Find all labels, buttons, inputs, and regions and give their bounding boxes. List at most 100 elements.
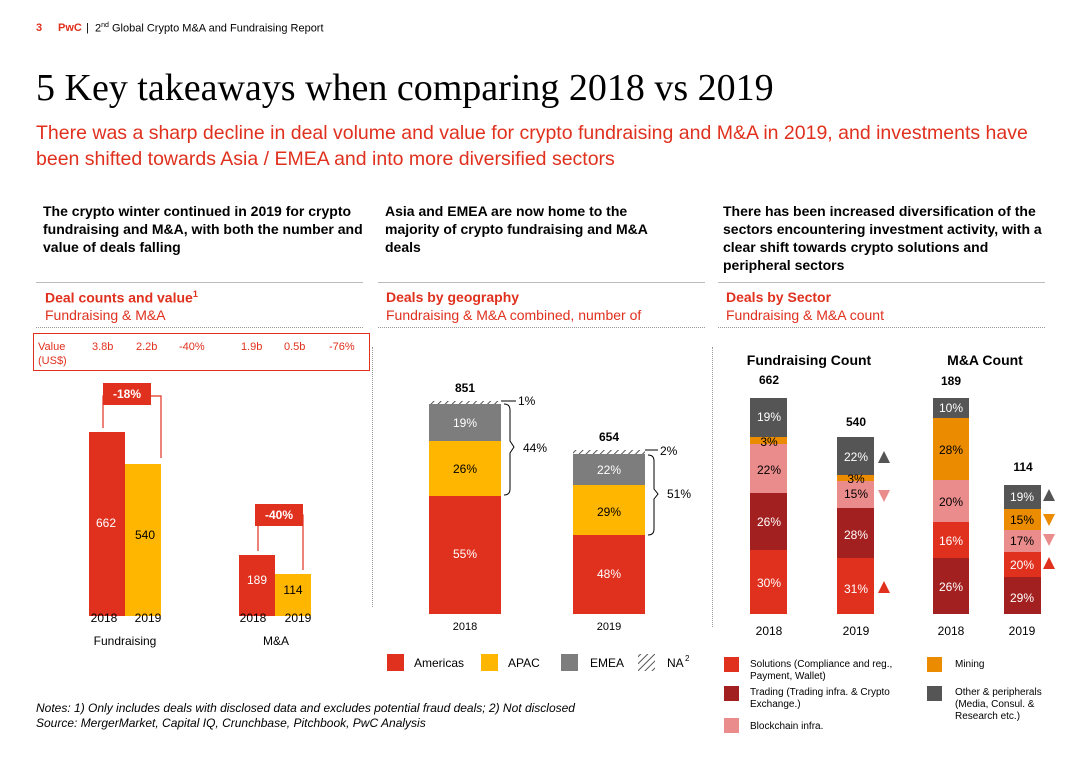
section-3-title: Deals by Sector [726,289,832,305]
bar-na-2019 [573,450,645,454]
bar-emea-2018 [429,404,501,441]
legend-swatch-na [638,654,655,671]
total-ma-2019: 114 [1013,460,1033,474]
bar-fundraising-2018 [89,432,125,616]
bar-fr-mining-2018 [750,437,787,444]
ma-trading-2019: 29% [1010,591,1034,605]
value-fundraising-change: -40% [179,341,205,353]
column-1-divider [36,282,363,283]
trend-up-fr-solutions [878,581,890,593]
section-2-title: Deals by geography [386,289,520,305]
legend-trading: Trading (Trading infra. & Crypto Exchang… [750,687,890,710]
legend-apac: APAC [508,656,540,670]
legend-emea: EMEA [590,656,624,670]
xlabel-fundraising-2019: 2019 [135,611,162,625]
trend-up-ma-solutions [1043,557,1055,569]
legend-swatch-emea [561,654,578,671]
xlabel-fr-2019: 2019 [843,624,870,638]
trend-down-ma-mining [1043,514,1055,526]
geo-apac-2019: 29% [597,505,621,519]
xlabel-fundraising-2018: 2018 [91,611,118,625]
report-title: 2nd Global Crypto M&A and Fundraising Re… [95,22,324,35]
total-fr-2019: 540 [846,415,866,429]
page-number: 3 [36,22,43,34]
value-unit-label: (US$) [38,355,67,367]
geo-na-2019: 2% [660,444,678,458]
section-1-subtitle: Fundraising & M&A [45,307,166,323]
ma-solutions-2018: 16% [939,534,963,548]
legend-mining: Mining [955,659,985,670]
bar-ma-solutions-2018 [933,522,969,558]
bracket-geo-2019 [647,454,659,536]
legend-swatch-blockchain [724,718,739,733]
geo-emea-2019: 22% [597,463,621,477]
total-geo-2019: 654 [599,430,619,444]
bar-fundraising-2019 [125,464,161,616]
xlabel-ma-sector-2018: 2018 [938,624,965,638]
bar-ma-mining-2018 [933,418,969,480]
deal-count-chart: 662 540 -18% 189 114 -40% 2018 2019 2018… [89,383,312,648]
change-badge-fundraising [103,383,151,405]
xlabel-geo-2019: 2019 [597,621,621,633]
bar-ma-solutions-2019 [1004,552,1041,577]
bracket-geo-2018 [503,403,515,496]
fr-trading-2019: 28% [844,528,868,542]
bar-americas-2018 [429,496,501,614]
ma-count-title: M&A Count [947,352,1023,368]
vertical-divider-2 [712,347,713,627]
bar-ma-trading-2018 [933,558,969,614]
page-subtitle: There was a sharp decline in deal volume… [36,122,1028,170]
bar-apac-2018 [429,441,501,496]
source-note: Source: MergerMarket, Capital IQ, Crunch… [36,716,426,730]
section-2-subtitle: Fundraising & M&A combined, number of [386,307,642,323]
legend-swatch-mining [927,657,942,672]
bar-ma-2018 [239,555,275,616]
bar-emea-2019 [573,454,645,485]
header-separator: | [86,22,89,34]
bar-fr-trading-2018 [750,493,787,550]
bar-ma-other-2018 [933,398,969,418]
column-2-heading: Asia and EMEA are now home to the majori… [385,203,648,255]
page-title: 5 Key takeaways when comparing 2018 vs 2… [36,67,774,109]
legend-swatch-trading [724,686,739,701]
bar-fr-trading-2019 [837,508,874,558]
fundraising-sector-chart: Fundraising Count 662 19% 3% 22% 26% 30%… [747,352,890,638]
section-3-subtitle: Fundraising & M&A count [726,307,884,323]
bracket-value-2018: 44% [523,441,547,455]
geo-apac-2018: 26% [453,462,477,476]
column-3-divider [718,282,1045,283]
ma-sector-chart: M&A Count 189 10% 28% 20% 16% 26% 114 19… [933,352,1055,638]
bar-na-2018 [429,401,501,404]
bar-ma-blockchain-2018 [933,480,969,522]
geo-na-2018: 1% [518,394,536,408]
legend-swatch-americas [387,654,404,671]
legend-swatch-solutions [724,657,739,672]
value-label: Value [38,341,66,353]
geo-americas-2018: 55% [453,547,477,561]
bar-ma-mining-2019 [1004,509,1041,530]
change-badge-ma [255,504,303,526]
fr-other-2018: 19% [757,410,781,424]
ma-blockchain-2019: 17% [1010,534,1034,548]
value-ma-2018: 1.9b [241,341,263,353]
bar-ma-blockchain-2019 [1004,530,1041,552]
label-fundraising-2018: 662 [96,516,116,530]
fr-mining-2019: 3% [847,472,865,486]
bar-ma-2019 [275,574,311,616]
geo-emea-2018: 19% [453,416,477,430]
ma-other-2018: 10% [939,401,963,415]
bar-fr-other-2019 [837,437,874,475]
value-fundraising-2018: 3.8b [92,341,114,353]
value-ma-2019: 0.5b [284,341,306,353]
footnote: Notes: 1) Only includes deals with discl… [36,701,575,715]
xlabel-ma-sector-2019: 2019 [1009,624,1036,638]
fr-solutions-2018: 30% [757,576,781,590]
column-1-heading: The crypto winter continued in 2019 for … [43,203,363,255]
legend-na: NA [667,656,684,670]
ma-blockchain-2018: 20% [939,495,963,509]
ma-mining-2018: 28% [939,443,963,457]
group-label-ma: M&A [263,634,289,648]
legend-solutions: Solutions (Compliance and reg., Payment,… [750,659,893,682]
legend-swatch-other [927,686,942,701]
